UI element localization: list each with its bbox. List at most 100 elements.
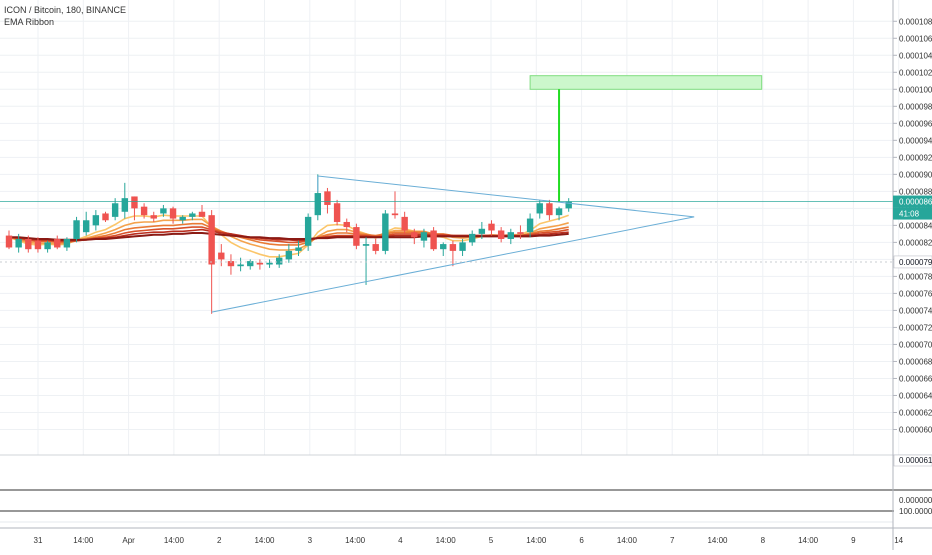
candle-body — [15, 238, 22, 248]
candle-body — [555, 208, 563, 216]
candle — [237, 257, 244, 272]
candle — [169, 206, 177, 224]
time-tick-label: 14:00 — [164, 536, 185, 545]
current-price-label: 0.0000868 — [899, 198, 932, 207]
candle-body — [102, 213, 109, 221]
candle-body — [73, 220, 80, 239]
candle-body — [440, 244, 447, 250]
candle — [140, 203, 148, 219]
triangle-lower-line — [211, 216, 695, 313]
candle-body — [266, 262, 273, 265]
ema-line — [9, 232, 569, 241]
candle-body — [5, 235, 13, 248]
lower-pane-label-2-bg — [894, 506, 932, 517]
candle-body — [420, 232, 428, 241]
marker-label-2: 0.0000613 — [899, 456, 932, 465]
marker-label-2-bg — [893, 454, 932, 467]
candle-body — [517, 232, 524, 234]
time-tick-label: 14 — [894, 536, 903, 545]
time-tick-label: Apr — [122, 536, 135, 545]
candle-body — [111, 203, 119, 217]
candle-body — [247, 261, 254, 267]
candle — [83, 211, 90, 236]
countdown-bg — [893, 207, 932, 220]
candle — [189, 211, 196, 221]
triangle-upper-line — [317, 175, 695, 218]
candle — [15, 233, 22, 253]
candle-body — [459, 242, 466, 251]
candle — [5, 230, 13, 250]
time-tick-label: 14:00 — [345, 536, 366, 545]
time-tick-label: 14:00 — [436, 536, 457, 545]
candle — [440, 242, 447, 256]
chart-legend: ICON / Bitcoin, 180, BINANCE EMA Ribbon — [4, 4, 126, 28]
candle — [401, 211, 408, 234]
candle-body — [304, 216, 312, 246]
current-price-bg — [893, 195, 932, 208]
candle-body — [276, 257, 283, 265]
candle-body — [382, 213, 389, 251]
candle-body — [198, 211, 206, 217]
candle-body — [333, 203, 341, 222]
candle — [536, 199, 543, 219]
candle-body — [507, 232, 514, 239]
lower-pane-label-2: 100.0000 — [899, 507, 932, 516]
candle-body — [372, 244, 379, 251]
candle-body — [218, 252, 225, 260]
candle — [150, 211, 157, 222]
candle-body — [478, 228, 486, 234]
candle-body — [140, 206, 148, 216]
time-tick-label: 14:00 — [617, 536, 638, 545]
time-tick-label: 7 — [670, 536, 675, 545]
current-price-badge: 0.0000868 41:08 — [893, 195, 932, 220]
candle — [478, 221, 486, 239]
candle-body — [295, 247, 302, 251]
candle — [25, 235, 32, 253]
candle-body — [83, 220, 90, 233]
candle-body — [314, 193, 321, 216]
marker-label: 0.0000797 — [899, 258, 932, 267]
candle-body — [160, 208, 167, 214]
candle-body — [536, 203, 543, 214]
time-tick-label: 14:00 — [254, 536, 275, 545]
candle — [546, 199, 553, 221]
candle — [266, 259, 273, 268]
candle — [92, 210, 100, 231]
candle-body — [526, 218, 534, 233]
candle — [497, 227, 505, 243]
candle — [469, 230, 476, 246]
time-tick-label: 14:00 — [73, 536, 94, 545]
candle — [362, 237, 370, 285]
candle — [555, 206, 563, 221]
candle-body — [256, 262, 264, 265]
candle — [256, 259, 264, 270]
time-tick-label: 9 — [851, 536, 856, 545]
candle — [333, 199, 341, 226]
candle-body — [44, 242, 51, 250]
candle-body — [169, 208, 177, 219]
time-tick-label: 5 — [489, 536, 494, 545]
time-tick-label: 31 — [34, 536, 43, 545]
candle — [34, 237, 42, 253]
candle — [391, 191, 399, 219]
candle — [285, 244, 293, 263]
symbol-title: ICON / Bitcoin, 180, BINANCE — [4, 5, 127, 15]
candle-body — [179, 216, 186, 221]
candle — [343, 218, 350, 233]
candle-body — [237, 264, 244, 267]
